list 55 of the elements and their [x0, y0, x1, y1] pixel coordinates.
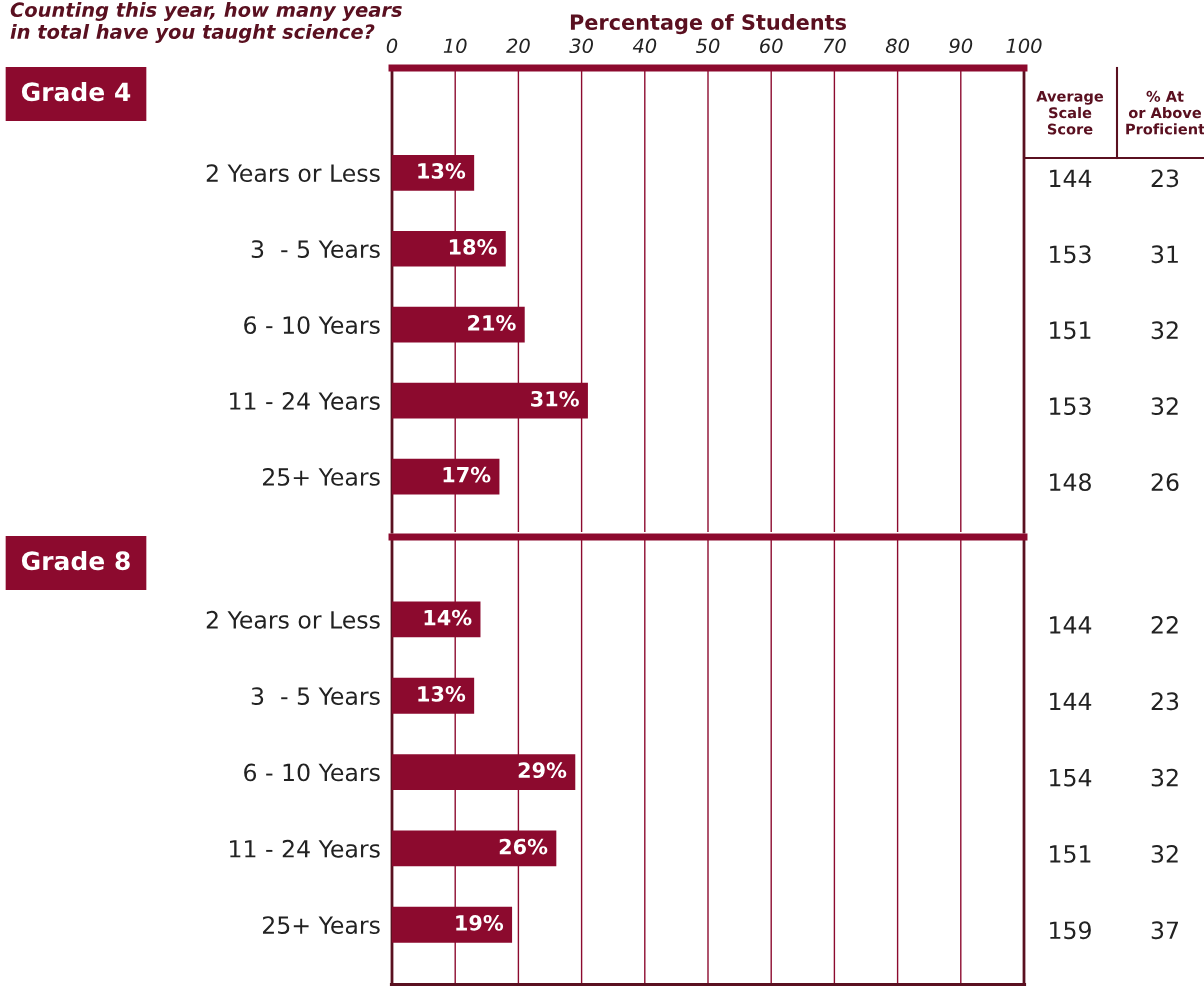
- text: 37: [1151, 921, 1178, 940]
- y-tick-label: 11 - 24 Years: [230, 392, 380, 410]
- text: Grade 4: [21, 81, 131, 102]
- text: 26: [1151, 473, 1179, 492]
- data-label: 21%: [468, 314, 516, 331]
- text: 144: [1050, 616, 1092, 634]
- text: Average Scale Score: [1036, 90, 1104, 135]
- text: 153: [1050, 397, 1091, 416]
- x-tick-label: 80: [885, 38, 909, 54]
- data-label: 14%: [424, 609, 472, 626]
- text: 23: [1151, 692, 1179, 711]
- text: % At or Above Proficient: [1126, 90, 1204, 135]
- y-tick-label: 6 - 10 Years: [244, 316, 380, 334]
- data-label: 13%: [418, 163, 466, 179]
- text: 153: [1050, 245, 1091, 264]
- text: 159: [1050, 921, 1091, 940]
- x-tick-label: 90: [949, 38, 973, 54]
- y-tick-label: 25+ Years: [262, 916, 380, 935]
- y-tick-label: 6 - 10 Years: [244, 763, 380, 782]
- text: Grade 8: [21, 550, 130, 571]
- data-label: 26%: [499, 838, 548, 855]
- text: 31: [1151, 245, 1178, 264]
- x-tick-label: 60: [760, 38, 783, 54]
- text: 151: [1050, 845, 1091, 863]
- data-label: 31%: [531, 390, 579, 407]
- x-tick-label: 20: [506, 38, 530, 54]
- text: 151: [1050, 321, 1091, 340]
- y-tick-label: 2 Years or Less: [206, 164, 380, 183]
- data-label: 19%: [456, 914, 504, 931]
- x-tick-label: 10: [443, 38, 467, 54]
- text: 144: [1050, 692, 1092, 710]
- text: 22: [1151, 616, 1178, 634]
- data-label: 17%: [443, 466, 491, 483]
- text: 154: [1050, 769, 1092, 787]
- text: 32: [1151, 397, 1178, 416]
- text: 23: [1151, 169, 1179, 188]
- x-tick-label: 70: [823, 38, 846, 54]
- text: 32: [1151, 845, 1178, 863]
- data-label: 18%: [449, 239, 497, 255]
- x-tick-label: 100: [1006, 38, 1042, 54]
- y-tick-label: 11 - 24 Years: [230, 839, 380, 858]
- data-label: 13%: [418, 686, 466, 702]
- data-label: 29%: [518, 762, 567, 779]
- text: 144: [1050, 169, 1092, 187]
- y-tick-label: 3 - 5 Years: [251, 687, 380, 706]
- y-tick-label: 25+ Years: [262, 468, 380, 486]
- text: 32: [1151, 321, 1178, 340]
- y-tick-label: 3 - 5 Years: [251, 240, 380, 259]
- y-tick-label: 2 Years or Less: [206, 610, 380, 629]
- text: 148: [1050, 473, 1091, 492]
- x-tick-label: 50: [696, 38, 720, 54]
- x-axis-title: Percentage of Students: [570, 13, 846, 35]
- text: 32: [1151, 768, 1178, 787]
- x-tick-label: 40: [632, 38, 657, 54]
- x-tick-label: 30: [569, 38, 593, 54]
